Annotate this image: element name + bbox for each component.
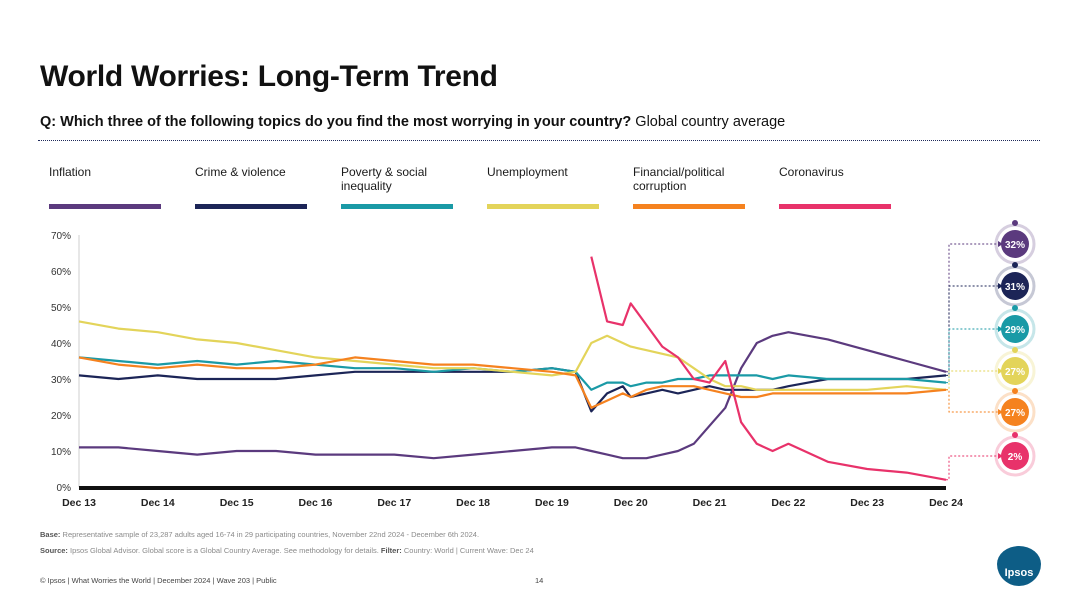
x-tick-label: Dec 22 [771,497,805,509]
connector-arrow [998,368,1003,374]
y-tick-label: 10% [51,447,71,458]
x-tick-label: Dec 17 [377,497,411,509]
badge-label: 2% [1008,452,1023,463]
badge-dot [1012,305,1018,311]
badge-circle [1001,442,1029,470]
series-line-poverty-social-inequality [78,356,947,391]
badge-dot [1012,347,1018,353]
badge-label: 27% [1005,367,1025,378]
end-connector [946,370,998,391]
legend-label: Crime & violence [195,165,286,179]
y-tick-label: 30% [51,375,71,386]
series-line-coronavirus [590,256,947,481]
badge-dot [1012,432,1018,438]
footnote-base: Base: Representative sample of 23,287 ad… [40,530,479,539]
y-tick-label: 20% [51,411,71,422]
end-connector [946,243,998,373]
end-connector [946,328,998,384]
page-title: World Worries: Long-Term Trend [40,60,498,93]
legend-label: Financial/political corruption [633,165,725,193]
badge-circle [1001,315,1029,343]
filter-label: Filter: [380,546,402,555]
line-chart: 0% 10% 20% 30% 40% 50% 60% 70% Dec 13 Dec 14 Dec 1… [51,220,1036,509]
series-line-financial-political-corruption [78,356,947,409]
badge-label: 32% [1005,240,1025,251]
footnote-source: Source: Ipsos Global Advisor. Global sco… [40,546,534,555]
badge-label: 27% [1005,408,1025,419]
badge-dot [1012,262,1018,268]
x-tick-label: Dec 14 [141,497,175,509]
series-line-inflation [79,331,947,460]
footer-text: © Ipsos | What Worries the World | Decem… [40,576,277,585]
legend-swatch [341,204,453,209]
y-tick-label: 60% [51,267,71,278]
x-tick-label: Dec 24 [929,497,963,509]
connector-arrow [998,409,1003,415]
base-label: Base: [40,530,61,539]
question-bold: Q: Which three of the following topics d… [40,114,632,130]
page-number: 14 [535,576,544,585]
question-normal: Global country average [635,114,786,130]
y-tick-label: 0% [57,483,72,494]
series-line-unemployment [78,320,947,391]
x-tick-label: Dec 13 [62,497,96,509]
badge-label: 31% [1005,282,1025,293]
end-connector [946,455,998,481]
legend-swatch [49,204,161,209]
x-tick-label: Dec 16 [299,497,333,509]
end-connector [946,389,998,413]
connector-arrow [998,453,1003,459]
source-label: Source: [40,546,68,555]
badge-label: 29% [1005,325,1025,336]
end-connector [946,285,998,376]
dotted-divider [38,140,1040,141]
legend-swatch [633,204,745,209]
badge-circle [1001,272,1029,300]
badge-dot [1012,220,1018,226]
connector-arrow [998,241,1003,247]
badge-circle [1001,230,1029,258]
y-tick-label: 50% [51,303,71,314]
badge-circle [1001,357,1029,385]
legend-label: Inflation [49,165,92,179]
badge-circle [1001,398,1029,426]
legend-swatch [487,204,599,209]
y-tick-label: 40% [51,339,71,350]
x-tick-label: Dec 15 [220,497,254,509]
y-tick-label: 70% [51,231,71,242]
legend-label: Unemployment [487,165,568,179]
connector-arrow [998,326,1003,332]
filter-text: Country: World | Current Wave: Dec 24 [403,546,534,555]
x-tick-label: Dec 19 [535,497,569,509]
legend-swatch [195,204,307,209]
x-tick-label: Dec 20 [614,497,648,509]
survey-question: Q: Which three of the following topics d… [40,114,785,130]
source-text: Ipsos Global Advisor. Global score is a … [70,546,379,555]
legend-label: Coronavirus [779,165,844,179]
legend-label: Poverty & social inequality [341,165,428,193]
x-tick-label: Dec 18 [456,497,490,509]
logo-text: Ipsos [1004,567,1034,579]
legend-swatch [779,204,891,209]
connector-arrow [998,283,1003,289]
x-axis-line [79,486,946,490]
base-text: Representative sample of 23,287 adults a… [62,530,480,539]
badge-dot [1012,388,1018,394]
x-tick-label: Dec 23 [850,497,884,509]
ipsos-logo: Ipsos [997,546,1041,586]
x-tick-label: Dec 21 [693,497,727,509]
